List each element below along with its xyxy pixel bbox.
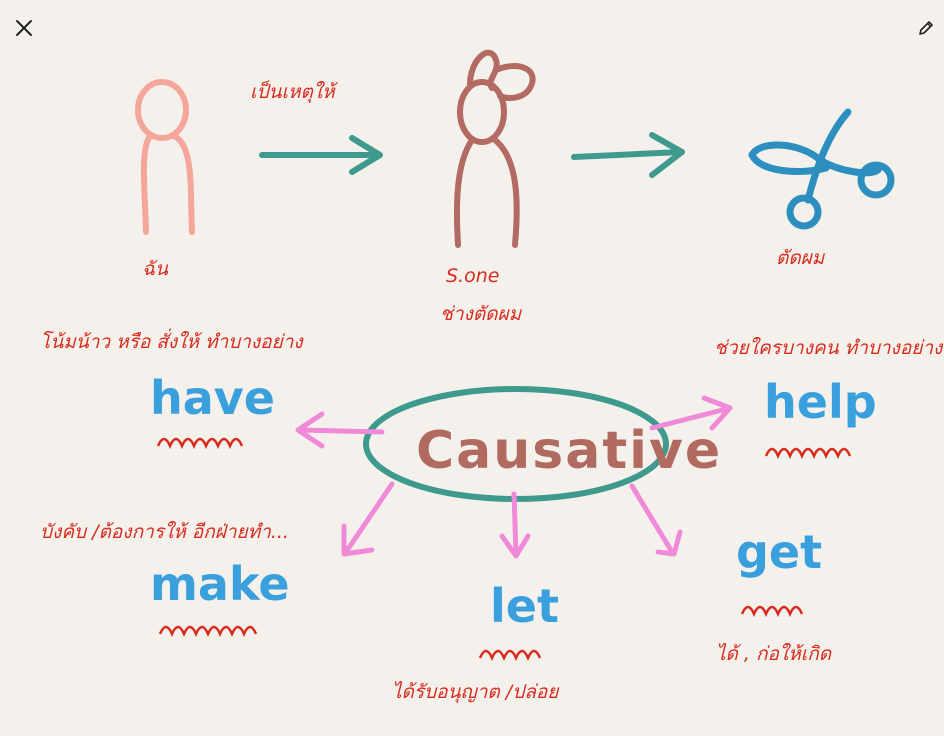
edit-button[interactable] — [912, 14, 940, 42]
let-underline — [478, 649, 542, 662]
verb-let: let — [490, 579, 559, 633]
help-underline — [764, 447, 852, 460]
verb-get: get — [736, 525, 822, 579]
scissors-icon — [748, 108, 895, 230]
let-meaning: ได้รับอนุญาต /ปล่อย — [392, 680, 560, 703]
get-meaning: ได้ , ก่อให้เกิด — [716, 642, 833, 665]
close-icon — [16, 20, 32, 36]
get-underline — [740, 605, 804, 618]
verb-help: help — [764, 375, 877, 429]
make-underline — [158, 625, 258, 638]
person-hairdresser-figure — [453, 49, 536, 248]
person-me-label: ฉัน — [142, 258, 169, 280]
close-button[interactable] — [10, 14, 38, 42]
cut-hair-label: ตัดผม — [776, 247, 826, 269]
teal-arrow-1 — [259, 135, 383, 175]
person-me-figure — [135, 79, 195, 235]
pencil-icon — [919, 21, 933, 35]
help-meaning: ช่วยใครบางคน ทำบางอย่าง — [714, 336, 944, 359]
arrow-to-have — [295, 411, 385, 449]
verb-make: make — [150, 557, 290, 611]
cause-arrow-label: เป็นเหตุให้ — [250, 80, 339, 103]
arrow-to-make — [341, 481, 395, 557]
person-hairdresser-sublabel: ช่างตัดผม — [440, 303, 523, 325]
make-meaning: บังคับ /ต้องการให้ อีกฝ่ายทำ... — [40, 520, 289, 543]
verb-have: have — [150, 371, 275, 425]
arrow-to-let — [499, 491, 531, 559]
arrow-to-help — [649, 395, 733, 431]
teal-arrow-2 — [571, 132, 685, 178]
person-hairdresser-label: S.one — [446, 265, 499, 287]
have-underline — [156, 437, 244, 450]
causative-title: Causative — [416, 421, 722, 481]
arrow-to-get — [629, 483, 683, 557]
have-meaning: โน้มน้าว หรือ สั่งให้ ทำบางอย่าง — [40, 328, 304, 353]
